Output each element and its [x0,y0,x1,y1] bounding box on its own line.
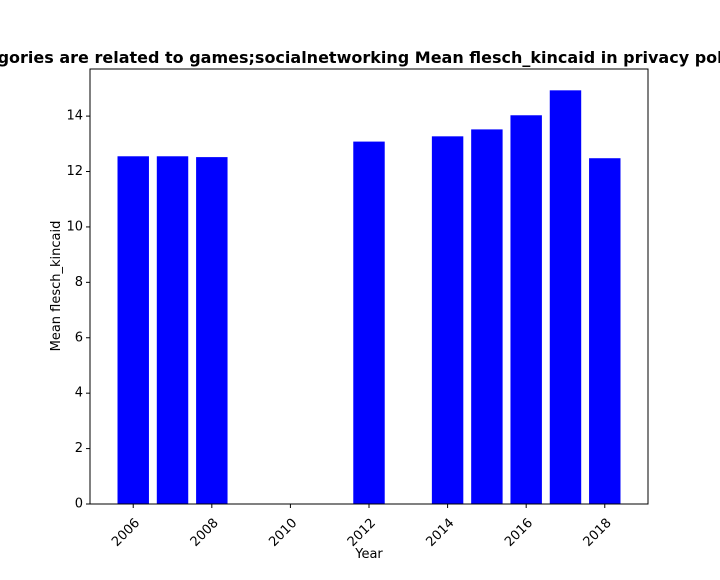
bar-2014 [431,136,464,504]
bar-2018 [589,158,621,504]
x-axis-label: Year [354,547,383,562]
y-tick-label-14: 14 [66,109,83,124]
y-tick-label-4: 4 [75,386,83,401]
y-axis-label: Mean flesch_kincaid [49,221,64,352]
bar-2007 [156,156,189,504]
y-tick-label-12: 12 [66,164,83,179]
x-tick-label-2014: 2014 [423,516,457,550]
y-tick-label-2: 2 [75,441,83,456]
bar-2016 [510,115,542,505]
x-axis-ticks: 2006 2008 2010 2012 2014 2016 2018 [109,504,615,550]
bar-2015 [471,129,503,504]
x-tick-label-2016: 2016 [502,516,536,550]
bar-2017 [549,90,582,504]
chart-title: Categories are related to games;socialne… [0,48,720,67]
x-tick-label-2008: 2008 [188,516,222,550]
y-tick-label-10: 10 [66,219,83,234]
x-tick-label-2018: 2018 [581,516,615,550]
bars-layer [117,90,621,505]
y-tick-label-0: 0 [75,497,83,512]
bar-2012 [353,141,385,504]
x-tick-label-2012: 2012 [345,516,379,550]
x-tick-label-2010: 2010 [266,516,300,550]
y-tick-label-8: 8 [75,275,83,290]
y-axis-ticks: 0 2 4 6 8 10 12 14 [66,109,90,512]
bar-2008 [196,157,228,505]
plot-frame [89,68,649,505]
bar-2006 [117,156,149,504]
y-tick-label-6: 6 [75,330,83,345]
x-tick-label-2006: 2006 [109,516,143,550]
